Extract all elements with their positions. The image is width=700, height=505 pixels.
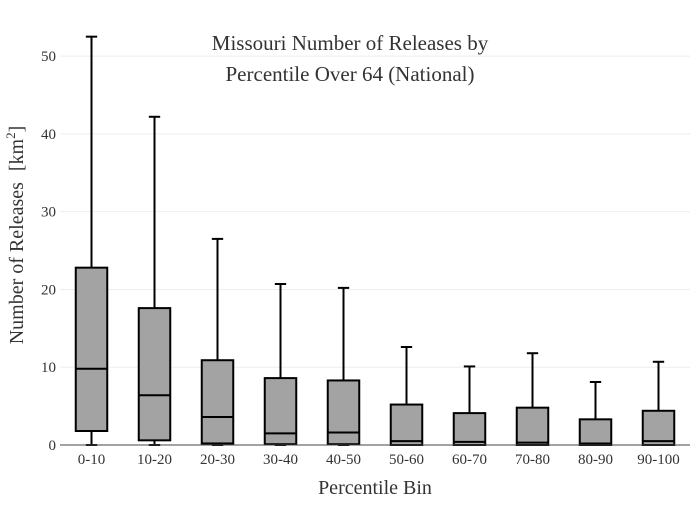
y-axis-title-main: Number of Releases (6, 182, 28, 344)
chart-title-line-2: Percentile Over 64 (National) (226, 62, 475, 86)
x-tick-label: 80-90 (578, 452, 613, 468)
box-0-10 (74, 35, 109, 446)
box-50-60 (389, 346, 424, 446)
box-iqr (515, 406, 550, 446)
x-tick-label: 30-40 (263, 452, 298, 468)
box-iqr (137, 307, 172, 442)
x-tick-label: 60-70 (452, 452, 487, 468)
box-iqr (389, 403, 424, 446)
y-tick-label: 10 (41, 360, 56, 376)
y-axis-unit: [km (6, 138, 28, 171)
y-tick-label: 20 (41, 282, 56, 298)
x-tick-label: 40-50 (326, 452, 361, 468)
box-iqr (74, 266, 109, 432)
x-tick-label: 90-100 (637, 452, 680, 468)
y-tick-label: 0 (49, 438, 57, 454)
y-tick-label: 50 (41, 49, 56, 65)
x-axis-title: Percentile Bin (318, 477, 432, 499)
box-30-40 (263, 283, 298, 446)
x-tick-labels: 0-10 10-20 20-30 30-40 40-50 50-60 60-70 70-80 8… (78, 452, 680, 468)
x-tick-label: 10-20 (137, 452, 172, 468)
box-iqr (200, 359, 235, 445)
box-iqr (641, 409, 676, 446)
box-90-100 (641, 360, 676, 446)
box-80-90 (578, 381, 613, 447)
y-axis-unit-close: ] (6, 126, 28, 133)
x-tick-label: 0-10 (78, 452, 106, 468)
box-10-20 (137, 115, 172, 446)
box-60-70 (452, 365, 487, 447)
box-iqr (578, 418, 613, 447)
x-tick-label: 70-80 (515, 452, 550, 468)
chart-title-line-1: Missouri Number of Releases by (212, 31, 489, 55)
boxes (74, 35, 676, 447)
y-tick-label: 40 (41, 127, 56, 143)
y-tick-labels: 0 10 20 30 40 50 (41, 49, 56, 454)
y-axis-title: Number of Releases [km2] (3, 126, 28, 345)
y-axis-unit-superscript: 2 (3, 132, 18, 139)
gridlines (60, 55, 690, 368)
x-tick-label: 50-60 (389, 452, 424, 468)
box-iqr (326, 379, 361, 446)
box-40-50 (326, 286, 361, 446)
y-tick-label: 30 (41, 205, 56, 221)
x-tick-label: 20-30 (200, 452, 235, 468)
box-iqr (452, 412, 487, 447)
box-20-30 (200, 237, 235, 446)
